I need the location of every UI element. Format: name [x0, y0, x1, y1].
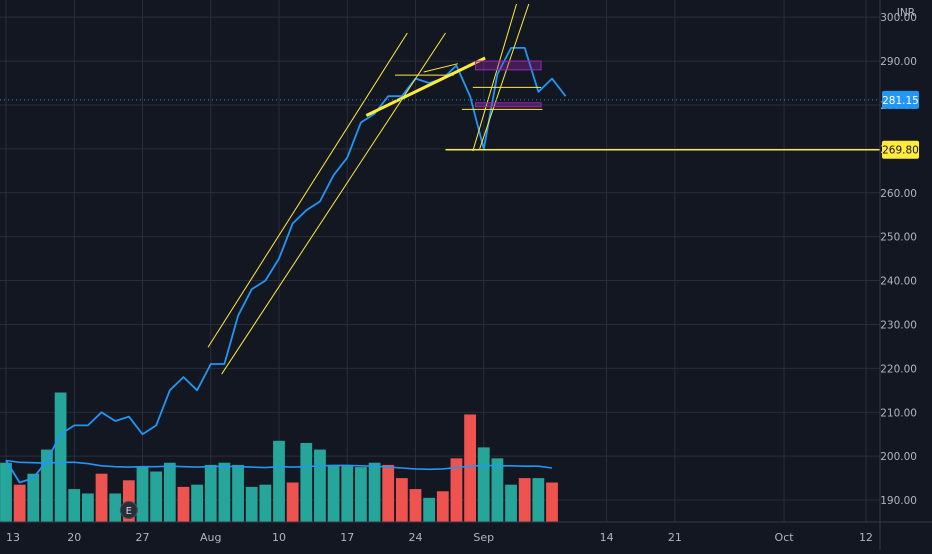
x-tick-label: 12: [859, 531, 873, 544]
y-tick-label: 220.00: [880, 363, 917, 375]
y-tick-label: 260.00: [880, 188, 917, 200]
volume-bar: [191, 484, 203, 522]
volume-bar: [477, 447, 490, 522]
event-marker-label: E: [126, 506, 132, 517]
y-tick-label: 190.00: [880, 495, 917, 507]
volume-bar: [218, 462, 231, 522]
volume-bar: [95, 473, 108, 522]
steep-line-1: [472, 3, 517, 152]
volume-bar: [163, 462, 176, 522]
x-tick-label: Oct: [775, 531, 795, 544]
volume-bar: [245, 486, 258, 522]
volume-bar: [286, 482, 299, 522]
volume-bar: [423, 497, 436, 522]
x-tick-label: Aug: [200, 531, 221, 544]
y-axis-ticks: 300.00290.00280.00270.00260.00250.00240.…: [880, 12, 917, 507]
box-upper: [475, 60, 542, 71]
volume-bar: [532, 478, 545, 522]
volume-bar: [355, 467, 367, 522]
price-line: [5, 47, 567, 484]
volume-bar: [273, 440, 285, 522]
volume-ma-line: [5, 459, 553, 471]
volume-bar: [314, 449, 326, 522]
level-badge: 269.80: [882, 140, 919, 159]
volume-bar: [300, 442, 313, 522]
trendline-thick: [365, 56, 486, 117]
last-price-label: 281.15: [882, 95, 919, 107]
volume-bar: [136, 467, 149, 522]
y-tick-label: 230.00: [880, 319, 917, 331]
volume-bar: [341, 464, 354, 522]
x-tick-label: 20: [67, 531, 81, 544]
x-tick-label: 13: [6, 531, 20, 544]
volume-bar: [436, 491, 449, 522]
volume-bar: [395, 478, 408, 522]
volume-bar: [13, 484, 26, 522]
channel-line-upper: [207, 32, 408, 348]
level-label: 269.80: [882, 145, 919, 157]
volume-bar: [450, 458, 463, 522]
volume-bar: [382, 464, 395, 522]
volume-bar: [491, 458, 504, 522]
last-price-badge: 281.15: [882, 90, 919, 109]
volume-bar: [150, 471, 163, 522]
volume-bar: [232, 464, 244, 522]
y-tick-label: 300.00: [880, 12, 917, 24]
volume-bar: [409, 489, 422, 522]
volume-bar: [27, 473, 40, 522]
box-lower: [475, 102, 542, 108]
volume-bar: [177, 486, 190, 522]
volume-bar: [368, 462, 381, 522]
x-tick-label: Sep: [473, 531, 494, 544]
volume-bar: [518, 478, 531, 522]
drawings: [207, 3, 880, 375]
channel-line-lower: [221, 32, 446, 375]
x-axis-ticks: 13 20 27 Aug 10 17 24 Sep 14 21 Oct 12: [6, 531, 873, 544]
volume-bar: [204, 464, 217, 522]
volume-bar: [546, 482, 558, 522]
y-tick-label: 250.00: [880, 232, 917, 244]
volume-bar: [505, 484, 517, 522]
volume-bar: [82, 493, 94, 522]
volume-bar: [41, 449, 53, 522]
volume-bar: [259, 484, 272, 522]
volume-bar: [0, 462, 12, 522]
volume-bar: [68, 489, 81, 522]
volume-bars: [0, 392, 558, 522]
event-marker-icon: [119, 501, 138, 519]
volume-bar: [54, 392, 67, 522]
volume-bar: [327, 464, 340, 522]
y-tick-label: 240.00: [880, 276, 917, 288]
currency-label: INR: [897, 7, 915, 19]
y-tick-label: 200.00: [880, 451, 917, 463]
x-tick-label: 24: [409, 531, 423, 544]
x-tick-label: 14: [600, 531, 614, 544]
x-tick-label: 21: [668, 531, 682, 544]
x-tick-label: 10: [272, 531, 286, 544]
y-tick-label: 290.00: [880, 56, 917, 68]
earnings-marker[interactable]: E: [119, 501, 138, 519]
x-tick-label: 27: [136, 531, 150, 544]
trendline-short: [423, 63, 458, 73]
steep-line-2: [479, 3, 530, 150]
y-tick-label: 210.00: [880, 407, 917, 419]
volume-bar: [109, 493, 122, 522]
x-tick-label: 17: [340, 531, 354, 544]
volume-bar: [464, 414, 476, 522]
